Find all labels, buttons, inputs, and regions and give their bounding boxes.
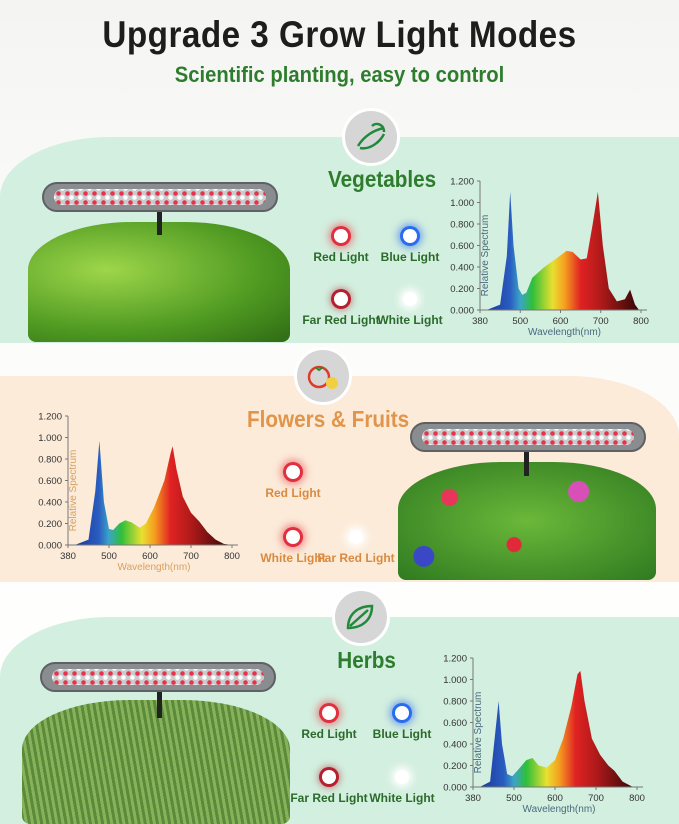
light-blue: Blue Light — [365, 229, 455, 264]
light-label: Blue Light — [380, 250, 440, 264]
x-tick-label: 800 — [633, 316, 649, 327]
x-tick-label: 700 — [593, 316, 609, 327]
lamp-pole — [524, 446, 529, 476]
spectrum-area — [479, 670, 633, 787]
x-axis-label: Wavelength(nm) — [528, 327, 601, 338]
y-tick-label: 0.200 — [38, 519, 62, 530]
light-label: Blue Light — [372, 727, 432, 741]
y-tick-label: 0.600 — [443, 718, 467, 729]
red-light-icon — [286, 530, 300, 544]
y-tick-label: 0.400 — [443, 740, 467, 751]
x-tick-label: 380 — [472, 316, 488, 327]
x-tick-label: 700 — [588, 793, 604, 804]
red-light-icon — [334, 229, 348, 243]
section-title: Flowers & Fruits — [247, 406, 410, 432]
light-label: Far Red Light — [302, 313, 380, 327]
white-light-icon — [395, 770, 409, 784]
x-tick-label: 380 — [465, 793, 481, 804]
red-light-icon — [286, 465, 300, 479]
y-tick-label: 1.200 — [38, 412, 62, 423]
white-light-icon — [403, 292, 417, 306]
y-tick-label: 0.200 — [450, 284, 474, 295]
y-tick-label: 0.600 — [450, 241, 474, 252]
x-tick-label: 500 — [101, 551, 117, 562]
grow-lamp-image — [42, 182, 278, 212]
light-label: Red Light — [301, 727, 357, 741]
x-tick-label: 800 — [629, 793, 645, 804]
x-tick-label: 500 — [506, 793, 522, 804]
y-tick-label: 0.000 — [443, 783, 467, 794]
red-light-icon — [322, 706, 336, 720]
far-red-light-icon — [334, 292, 348, 306]
light-white: White Light — [248, 530, 338, 565]
x-tick-label: 600 — [547, 793, 563, 804]
y-axis-label: Relative Spectrum — [473, 692, 484, 774]
y-tick-label: 0.000 — [38, 541, 62, 552]
page-subtitle: Scientific planting, easy to control — [174, 62, 505, 87]
x-tick-label: 700 — [183, 551, 199, 562]
flowers-image — [398, 462, 656, 580]
light-white: White Light — [357, 770, 447, 805]
spectrum-area — [74, 440, 232, 545]
light-far-red: Far Red Light — [311, 530, 401, 565]
x-axis-label: Wavelength(nm) — [118, 562, 191, 573]
grow-lamp-image — [410, 422, 646, 452]
y-tick-label: 0.400 — [38, 498, 62, 509]
light-white: White Light — [365, 292, 455, 327]
spectrum-area — [486, 191, 639, 310]
light-far-red: Far Red Light — [296, 292, 386, 327]
light-label: Far Red Light — [317, 551, 395, 565]
light-label: White Light — [260, 551, 326, 565]
y-tick-label: 0.800 — [38, 455, 62, 466]
blue-light-icon — [403, 229, 417, 243]
x-tick-label: 500 — [512, 316, 528, 327]
section-title: Herbs — [337, 647, 396, 673]
light-far-red: Far Red Light — [284, 770, 374, 805]
light-label: Red Light — [265, 486, 321, 500]
y-tick-label: 1.000 — [450, 198, 474, 209]
y-axis-label: Relative Spectrum — [480, 215, 491, 297]
lettuce-image — [28, 222, 290, 342]
blue-light-icon — [395, 706, 409, 720]
y-tick-label: 0.800 — [450, 220, 474, 231]
herbs-image — [22, 700, 290, 824]
light-label: White Light — [369, 791, 435, 805]
y-tick-label: 1.000 — [443, 675, 467, 686]
light-label: White Light — [377, 313, 443, 327]
x-tick-label: 380 — [60, 551, 76, 562]
light-red: Red Light — [296, 229, 386, 264]
light-label: Red Light — [313, 250, 369, 264]
y-tick-label: 1.200 — [450, 177, 474, 188]
y-tick-label: 0.200 — [443, 761, 467, 772]
light-blue: Blue Light — [357, 706, 447, 741]
light-label: Far Red Light — [290, 791, 368, 805]
section-title: Vegetables — [328, 166, 437, 192]
light-red: Red Light — [284, 706, 374, 741]
white-light-icon — [349, 530, 363, 544]
grow-lamp-image — [40, 662, 276, 692]
x-axis-label: Wavelength(nm) — [523, 804, 596, 815]
y-tick-label: 0.400 — [450, 263, 474, 274]
page-title: Upgrade 3 Grow Light Modes — [102, 14, 577, 55]
y-tick-label: 0.000 — [450, 306, 474, 317]
far-red-light-icon — [322, 770, 336, 784]
y-tick-label: 0.600 — [38, 476, 62, 487]
y-tick-label: 1.200 — [443, 654, 467, 665]
y-axis-label: Relative Spectrum — [68, 450, 79, 532]
lamp-pole — [157, 688, 162, 718]
y-tick-label: 0.800 — [443, 697, 467, 708]
lamp-pole — [157, 205, 162, 235]
x-tick-label: 800 — [224, 551, 240, 562]
tomato-icon — [294, 347, 352, 405]
basil-leaf-icon — [332, 588, 390, 646]
x-tick-label: 600 — [553, 316, 569, 327]
light-red: Red Light — [248, 465, 338, 500]
lettuce-icon — [342, 108, 400, 166]
x-tick-label: 600 — [142, 551, 158, 562]
y-tick-label: 1.000 — [38, 433, 62, 444]
